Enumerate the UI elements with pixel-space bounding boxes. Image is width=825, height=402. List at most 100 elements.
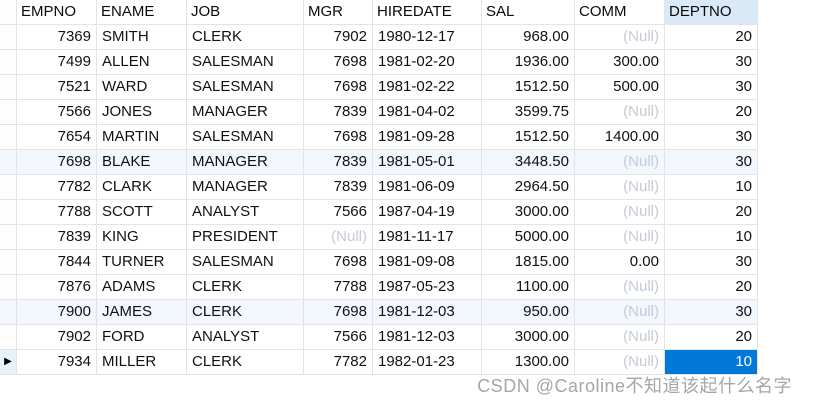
cell-job[interactable]: MANAGER <box>187 175 304 200</box>
cell-sal[interactable]: 3599.75 <box>482 100 575 125</box>
cell-ename[interactable]: KING <box>97 225 187 250</box>
cell-comm[interactable]: 500.00 <box>575 75 665 100</box>
cell-mgr[interactable]: 7566 <box>304 200 373 225</box>
cell-ename[interactable]: WARD <box>97 75 187 100</box>
cell-ename[interactable]: SMITH <box>97 25 187 50</box>
cell-empno[interactable]: 7788 <box>17 200 97 225</box>
row-indicator[interactable] <box>0 325 17 350</box>
row-indicator[interactable] <box>0 100 17 125</box>
column-header-mgr[interactable]: MGR <box>304 0 373 25</box>
row-indicator[interactable] <box>0 50 17 75</box>
cell-hiredate[interactable]: 1981-12-03 <box>373 325 482 350</box>
cell-ename[interactable]: JONES <box>97 100 187 125</box>
cell-comm[interactable]: (Null) <box>575 225 665 250</box>
cell-mgr[interactable]: 7788 <box>304 275 373 300</box>
cell-ename[interactable]: TURNER <box>97 250 187 275</box>
column-header-job[interactable]: JOB <box>187 0 304 25</box>
row-indicator[interactable] <box>0 75 17 100</box>
cell-comm[interactable]: (Null) <box>575 275 665 300</box>
cell-empno[interactable]: 7369 <box>17 25 97 50</box>
cell-empno[interactable]: 7499 <box>17 50 97 75</box>
cell-hiredate[interactable]: 1987-04-19 <box>373 200 482 225</box>
cell-job[interactable]: CLERK <box>187 25 304 50</box>
cell-sal[interactable]: 1300.00 <box>482 350 575 375</box>
cell-empno[interactable]: 7902 <box>17 325 97 350</box>
cell-job[interactable]: SALESMAN <box>187 125 304 150</box>
cell-job[interactable]: ANALYST <box>187 325 304 350</box>
cell-hiredate[interactable]: 1981-02-22 <box>373 75 482 100</box>
cell-job[interactable]: ANALYST <box>187 200 304 225</box>
cell-deptno[interactable]: 30 <box>665 125 758 150</box>
cell-job[interactable]: CLERK <box>187 300 304 325</box>
cell-ename[interactable]: MARTIN <box>97 125 187 150</box>
cell-job[interactable]: SALESMAN <box>187 50 304 75</box>
cell-job[interactable]: CLERK <box>187 275 304 300</box>
cell-deptno[interactable]: 10 <box>665 175 758 200</box>
cell-empno[interactable]: 7521 <box>17 75 97 100</box>
cell-mgr[interactable]: 7839 <box>304 150 373 175</box>
cell-empno[interactable]: 7782 <box>17 175 97 200</box>
row-indicator[interactable] <box>0 175 17 200</box>
cell-sal[interactable]: 1936.00 <box>482 50 575 75</box>
cell-sal[interactable]: 3000.00 <box>482 325 575 350</box>
cell-hiredate[interactable]: 1981-05-01 <box>373 150 482 175</box>
cell-comm[interactable]: (Null) <box>575 350 665 375</box>
cell-job[interactable]: MANAGER <box>187 150 304 175</box>
cell-empno[interactable]: 7839 <box>17 225 97 250</box>
cell-deptno[interactable]: 30 <box>665 50 758 75</box>
cell-hiredate[interactable]: 1981-09-08 <box>373 250 482 275</box>
cell-sal[interactable]: 1815.00 <box>482 250 575 275</box>
cell-ename[interactable]: JAMES <box>97 300 187 325</box>
cell-empno[interactable]: 7844 <box>17 250 97 275</box>
cell-hiredate[interactable]: 1981-02-20 <box>373 50 482 75</box>
cell-empno[interactable]: 7900 <box>17 300 97 325</box>
cell-hiredate[interactable]: 1987-05-23 <box>373 275 482 300</box>
cell-empno[interactable]: 7698 <box>17 150 97 175</box>
cell-deptno[interactable]: 20 <box>665 275 758 300</box>
cell-hiredate[interactable]: 1981-11-17 <box>373 225 482 250</box>
row-indicator[interactable] <box>0 250 17 275</box>
column-header-empno[interactable]: EMPNO <box>17 0 97 25</box>
column-header-hiredate[interactable]: HIREDATE <box>373 0 482 25</box>
cell-sal[interactable]: 1512.50 <box>482 75 575 100</box>
cell-mgr[interactable]: 7698 <box>304 50 373 75</box>
cell-ename[interactable]: CLARK <box>97 175 187 200</box>
cell-comm[interactable]: 1400.00 <box>575 125 665 150</box>
column-header-comm[interactable]: COMM <box>575 0 665 25</box>
cell-ename[interactable]: FORD <box>97 325 187 350</box>
cell-sal[interactable]: 3000.00 <box>482 200 575 225</box>
row-indicator[interactable] <box>0 200 17 225</box>
cell-comm[interactable]: (Null) <box>575 25 665 50</box>
cell-deptno[interactable]: 30 <box>665 300 758 325</box>
cell-sal[interactable]: 2964.50 <box>482 175 575 200</box>
cell-comm[interactable]: (Null) <box>575 325 665 350</box>
cell-job[interactable]: SALESMAN <box>187 75 304 100</box>
cell-sal[interactable]: 1100.00 <box>482 275 575 300</box>
cell-hiredate[interactable]: 1982-01-23 <box>373 350 482 375</box>
cell-ename[interactable]: BLAKE <box>97 150 187 175</box>
cell-sal[interactable]: 968.00 <box>482 25 575 50</box>
cell-mgr[interactable]: 7698 <box>304 75 373 100</box>
row-indicator[interactable] <box>0 225 17 250</box>
cell-empno[interactable]: 7934 <box>17 350 97 375</box>
cell-deptno[interactable]: 20 <box>665 325 758 350</box>
cell-mgr[interactable]: (Null) <box>304 225 373 250</box>
cell-job[interactable]: CLERK <box>187 350 304 375</box>
cell-comm[interactable]: 300.00 <box>575 50 665 75</box>
cell-empno[interactable]: 7654 <box>17 125 97 150</box>
cell-ename[interactable]: MILLER <box>97 350 187 375</box>
cell-deptno[interactable]: 30 <box>665 250 758 275</box>
row-indicator[interactable] <box>0 300 17 325</box>
cell-empno[interactable]: 7566 <box>17 100 97 125</box>
cell-deptno[interactable]: 30 <box>665 75 758 100</box>
column-header-deptno[interactable]: DEPTNO <box>665 0 758 25</box>
row-indicator[interactable] <box>0 125 17 150</box>
cell-deptno[interactable]: 20 <box>665 100 758 125</box>
cell-sal[interactable]: 3448.50 <box>482 150 575 175</box>
cell-mgr[interactable]: 7698 <box>304 250 373 275</box>
cell-mgr[interactable]: 7839 <box>304 175 373 200</box>
cell-deptno[interactable]: 10 <box>665 225 758 250</box>
cell-hiredate[interactable]: 1981-12-03 <box>373 300 482 325</box>
cell-comm[interactable]: (Null) <box>575 200 665 225</box>
row-indicator[interactable] <box>0 25 17 50</box>
